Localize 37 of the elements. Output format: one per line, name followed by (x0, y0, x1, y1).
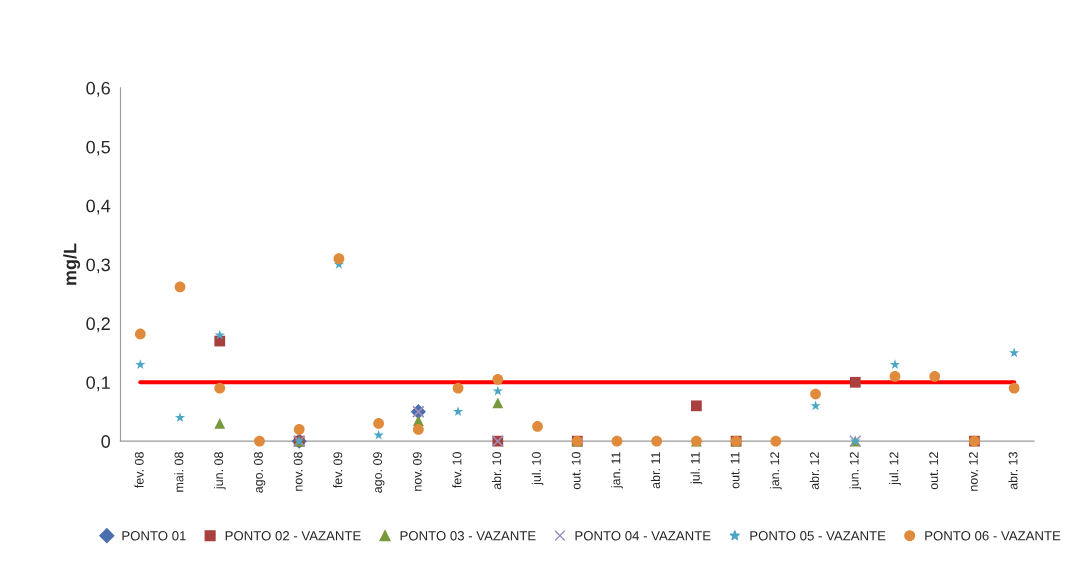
x-tick-label: jul. 10 (531, 452, 544, 486)
y-tick-label: 0,1 (86, 376, 110, 392)
x-tick-label: out. 10 (571, 452, 581, 490)
y-tick-label: 0,3 (86, 258, 110, 274)
x-tick-label: abr. 12 (809, 452, 819, 490)
x-tick-label: fev. 08 (134, 452, 144, 488)
x-tick-label: fev. 10 (452, 452, 462, 488)
y-tick-label: 0,6 (86, 81, 110, 97)
legend-label: PONTO 04 - VAZANTE (575, 531, 711, 541)
y-tick-label: 0,4 (86, 199, 111, 215)
x-tick-label: jun. 12 (849, 452, 862, 490)
x-tick-label: ago. 09 (373, 452, 385, 493)
x-tick-label: out. 11 (730, 452, 740, 489)
x-tick-label: nov. 12 (968, 452, 978, 491)
x-tick-label: abr. 13 (1008, 452, 1018, 490)
legend-label: PONTO 02 - VAZANTE (225, 531, 361, 541)
x-tick-label: jan. 11 (611, 452, 623, 489)
x-tick-label: out. 12 (929, 452, 939, 490)
legend-label: PONTO 03 - VAZANTE (400, 531, 536, 541)
x-tick-label: nov. 09 (412, 452, 422, 491)
x-tick-label: mai. 08 (174, 452, 184, 492)
x-tick-label: nov. 08 (293, 452, 303, 491)
x-tick-label: jan. 12 (770, 452, 782, 490)
legend-label: PONTO 01 (122, 531, 186, 541)
x-tick-label: jun. 08 (213, 452, 226, 490)
y-tick-label: 0,5 (86, 140, 110, 156)
legend-label: PONTO 05 - VAZANTE (750, 531, 886, 541)
x-tick-label: abr. 11 (650, 452, 661, 489)
y-axis-title: mg/L (63, 243, 81, 285)
x-tick-label: abr. 10 (491, 452, 502, 490)
x-tick-label: fev. 09 (333, 452, 343, 488)
x-tick-label: jul. 11 (690, 452, 703, 485)
y-tick-label: 0,2 (86, 317, 110, 333)
x-tick-label: ago. 08 (253, 452, 266, 493)
y-tick-label: 0 (101, 435, 111, 448)
x-tick-label: jul. 12 (889, 452, 901, 486)
legend-label: PONTO 06 - VAZANTE (925, 531, 1061, 541)
